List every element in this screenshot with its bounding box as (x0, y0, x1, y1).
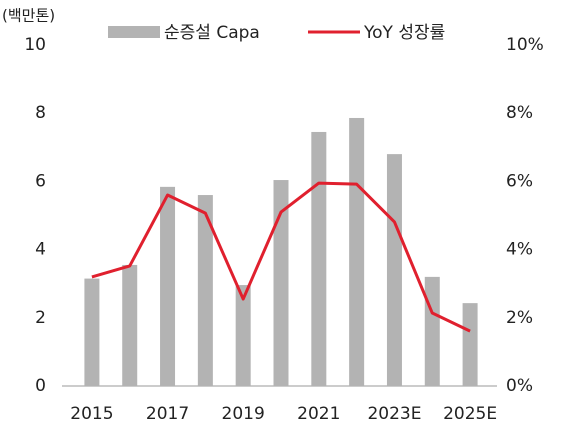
y2-tick-label: 4% (506, 240, 533, 260)
legend-label: 순증설 Capa (164, 23, 260, 43)
x-tick-label: 2025E (443, 404, 497, 424)
bar (424, 276, 440, 386)
bar (235, 285, 251, 386)
y-tick-label: 10 (24, 35, 46, 55)
legend-label: YoY 성장률 (363, 23, 445, 43)
legend-swatch (108, 26, 160, 38)
bar (349, 117, 365, 386)
x-tick-label: 2023E (367, 404, 421, 424)
y-tick-label: 4 (35, 240, 46, 260)
x-tick-label: 2021 (297, 404, 340, 424)
x-tick-label: 2019 (222, 404, 265, 424)
y-tick-label: 0 (35, 376, 46, 396)
bar (386, 154, 402, 386)
bar (197, 195, 213, 386)
y-tick-label: 8 (35, 103, 46, 123)
bar (84, 278, 100, 386)
y2-tick-label: 2% (506, 308, 533, 328)
y2-tick-label: 0% (506, 376, 533, 396)
bar (273, 180, 289, 386)
unit-label: (백만톤) (2, 7, 55, 25)
bar (160, 186, 176, 386)
line (91, 181, 471, 333)
bar (462, 303, 478, 386)
x-tick-label: 2017 (146, 404, 189, 424)
bar (311, 131, 327, 386)
y2-tick-label: 8% (506, 103, 533, 123)
y2-tick-label: 10% (506, 35, 544, 55)
y2-tick-label: 6% (506, 171, 533, 191)
y-tick-label: 2 (35, 308, 46, 328)
x-tick-label: 2015 (70, 404, 113, 424)
bar (122, 264, 138, 386)
y-tick-label: 6 (35, 171, 46, 191)
